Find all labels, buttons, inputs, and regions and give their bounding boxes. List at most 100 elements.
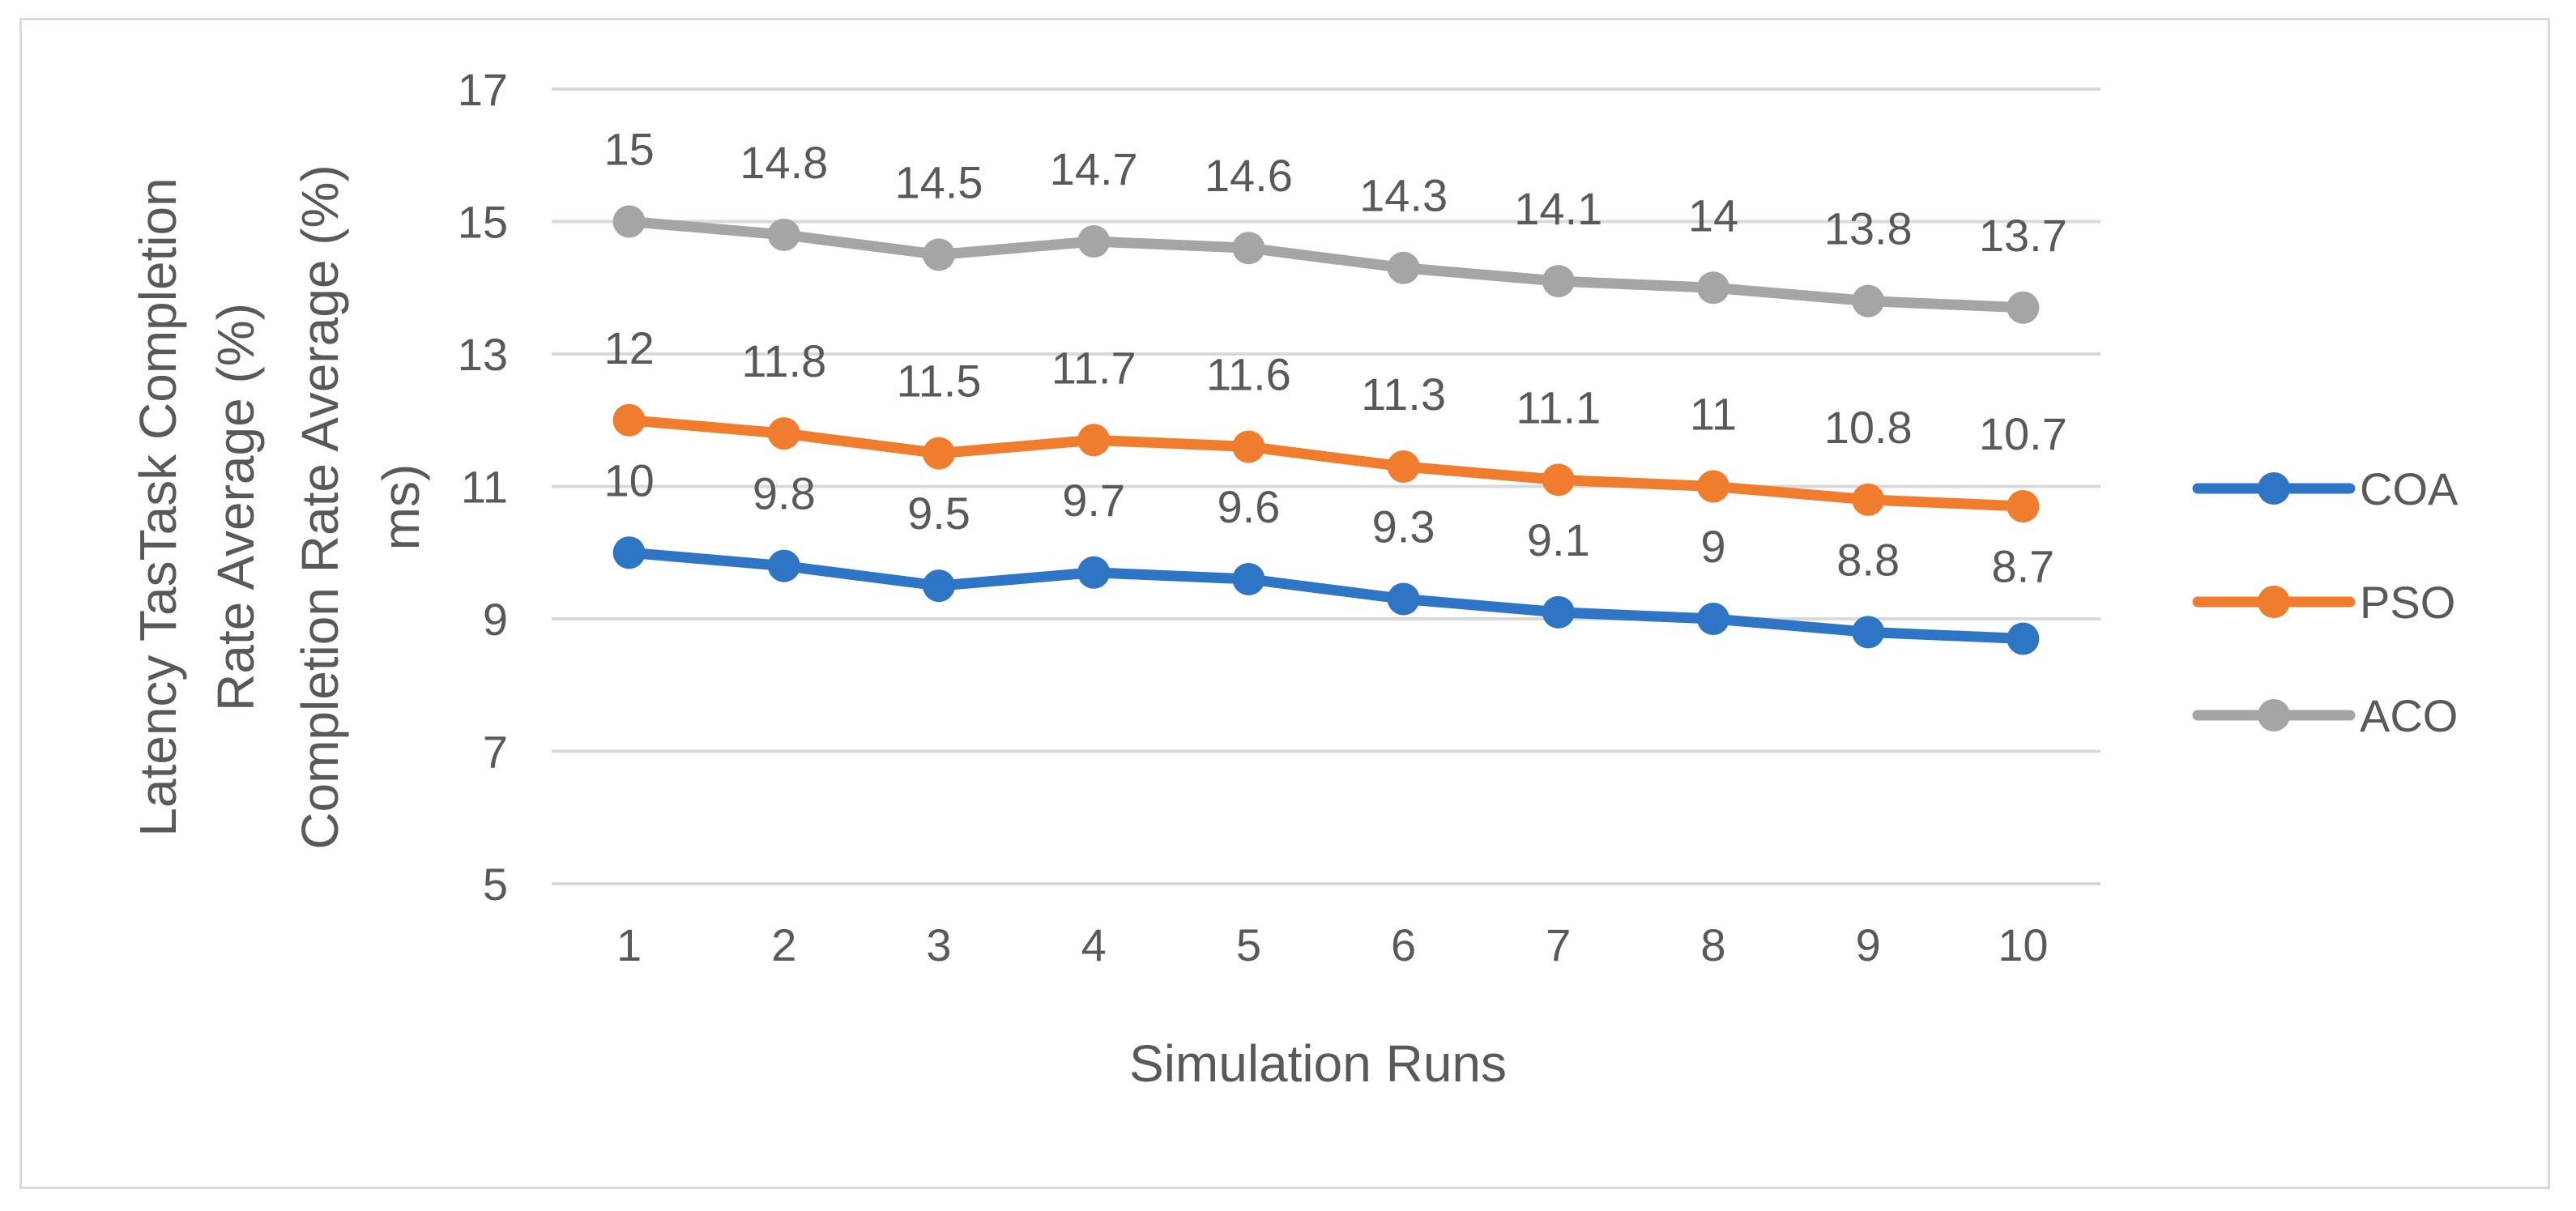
- y-tick-label: 15: [458, 197, 508, 248]
- data-point: [1232, 430, 1265, 463]
- legend-swatch-marker: [2258, 586, 2290, 618]
- x-tick-label: 1: [616, 919, 642, 970]
- data-point: [1852, 284, 1885, 318]
- data-point: [1232, 232, 1265, 265]
- data-point: [2007, 622, 2040, 655]
- series-line: [624, 547, 2028, 645]
- data-label: 14.1: [1514, 183, 1602, 234]
- data-label: 14.8: [740, 137, 828, 188]
- data-label: 14.3: [1359, 170, 1448, 221]
- data-label: 13.7: [1979, 210, 2067, 261]
- data-point: [612, 536, 646, 569]
- data-label: 11.7: [1051, 342, 1137, 393]
- data-point: [1852, 483, 1885, 516]
- data-point: [1077, 556, 1111, 589]
- legend-item-coa: COA: [2192, 463, 2459, 514]
- data-label: 15: [603, 124, 654, 175]
- data-label: 9.3: [1372, 501, 1435, 552]
- legend-swatch-marker: [2258, 472, 2290, 505]
- series-lines: [612, 205, 2040, 655]
- x-tick-label: 8: [1700, 919, 1725, 970]
- data-point: [1542, 595, 1575, 629]
- x-tick-label: 4: [1081, 919, 1107, 970]
- legend: COA PSO ACO: [2192, 463, 2459, 741]
- y-axis-ticks: 5 7 9 11 13 15 17: [458, 64, 508, 910]
- x-tick-label: 6: [1391, 919, 1416, 970]
- data-point: [2007, 291, 2040, 324]
- x-tick-label: 10: [1998, 919, 2048, 970]
- x-axis-ticks: 1 2 3 4 5 6 7 8 9 10: [616, 919, 2049, 970]
- series-line: [624, 216, 2028, 313]
- data-point: [767, 549, 800, 582]
- data-label: 10.7: [1979, 408, 2067, 459]
- data-label: 11.8: [741, 335, 826, 386]
- chart-frame: 5 7 9 11 13 15 17 1 2 3 4 5 6 7 8 9 10 10 9.8 9.5 9.7 9.6 9.…: [19, 18, 2550, 1189]
- data-label: 8.7: [1991, 541, 2054, 592]
- data-point: [767, 417, 800, 450]
- y-tick-label: 13: [458, 329, 508, 380]
- series-line: [624, 415, 2028, 512]
- axis-titles: Simulation Runs Latency TasTask Completi…: [129, 164, 1507, 1093]
- y-axis-title-line: Completion Rate Average (%): [291, 164, 349, 849]
- data-label: 9.7: [1062, 475, 1125, 526]
- data-point: [1542, 265, 1575, 298]
- y-axis-title-line: Rate Average (%): [207, 303, 265, 711]
- data-label: 11: [1690, 389, 1737, 440]
- data-label: 11.5: [897, 356, 982, 407]
- gridlines: [552, 87, 2100, 885]
- y-axis-title-line: ms): [372, 464, 430, 551]
- legend-item-pso: PSO: [2192, 577, 2455, 628]
- legend-label: COA: [2360, 463, 2459, 514]
- data-label: 12: [603, 322, 654, 373]
- data-label: 9.5: [907, 488, 970, 539]
- y-axis-title-line: Latency TasTask Completion: [129, 177, 187, 836]
- y-tick-label: 11: [461, 462, 508, 513]
- series-aco: [612, 205, 2040, 324]
- data-label: 13.8: [1824, 203, 1913, 254]
- data-point: [1077, 424, 1111, 457]
- data-point: [1387, 450, 1420, 483]
- data-label: 9.1: [1527, 514, 1590, 565]
- y-tick-label: 9: [483, 594, 508, 645]
- y-axis-title: Latency TasTask Completion Rate Average (…: [129, 164, 430, 849]
- data-point: [1077, 225, 1111, 258]
- x-axis-title: Simulation Runs: [1129, 1034, 1507, 1093]
- data-point: [1697, 470, 1729, 503]
- data-point: [612, 205, 646, 238]
- x-tick-label: 7: [1546, 919, 1571, 970]
- data-label: 8.8: [1836, 534, 1900, 585]
- data-label: 14.7: [1050, 143, 1138, 194]
- data-point: [1697, 271, 1729, 305]
- data-point: [1387, 582, 1420, 616]
- x-tick-label: 2: [771, 919, 796, 970]
- data-point: [1232, 562, 1265, 595]
- data-point: [923, 569, 955, 603]
- data-label: 14: [1688, 190, 1738, 241]
- legend-label: ACO: [2360, 690, 2458, 741]
- data-label: 9: [1700, 521, 1725, 572]
- data-label: 14.6: [1205, 150, 1293, 201]
- series-pso: [612, 403, 2040, 523]
- data-point: [923, 437, 955, 470]
- data-label: 11.3: [1361, 369, 1446, 420]
- data-label: 9.8: [753, 468, 816, 519]
- data-point: [1852, 616, 1885, 649]
- x-tick-label: 9: [1856, 919, 1881, 970]
- data-label: 9.6: [1217, 481, 1280, 532]
- data-label: 10: [603, 454, 654, 505]
- y-tick-label: 17: [458, 64, 508, 115]
- y-tick-label: 5: [483, 859, 508, 910]
- data-point: [612, 403, 646, 437]
- legend-label: PSO: [2360, 577, 2455, 628]
- data-label: 11.1: [1516, 382, 1601, 433]
- data-point: [1697, 603, 1729, 635]
- data-point: [1542, 463, 1575, 497]
- data-labels: 10 9.8 9.5 9.7 9.6 9.3 9.1 9 8.8 8.7 12 11.8 11.5 11.…: [603, 124, 2066, 592]
- legend-swatch-marker: [2258, 699, 2290, 731]
- data-point: [1387, 251, 1420, 284]
- data-point: [2007, 490, 2040, 523]
- data-point: [767, 218, 800, 251]
- legend-item-aco: ACO: [2192, 690, 2458, 741]
- data-label: 14.5: [895, 156, 983, 207]
